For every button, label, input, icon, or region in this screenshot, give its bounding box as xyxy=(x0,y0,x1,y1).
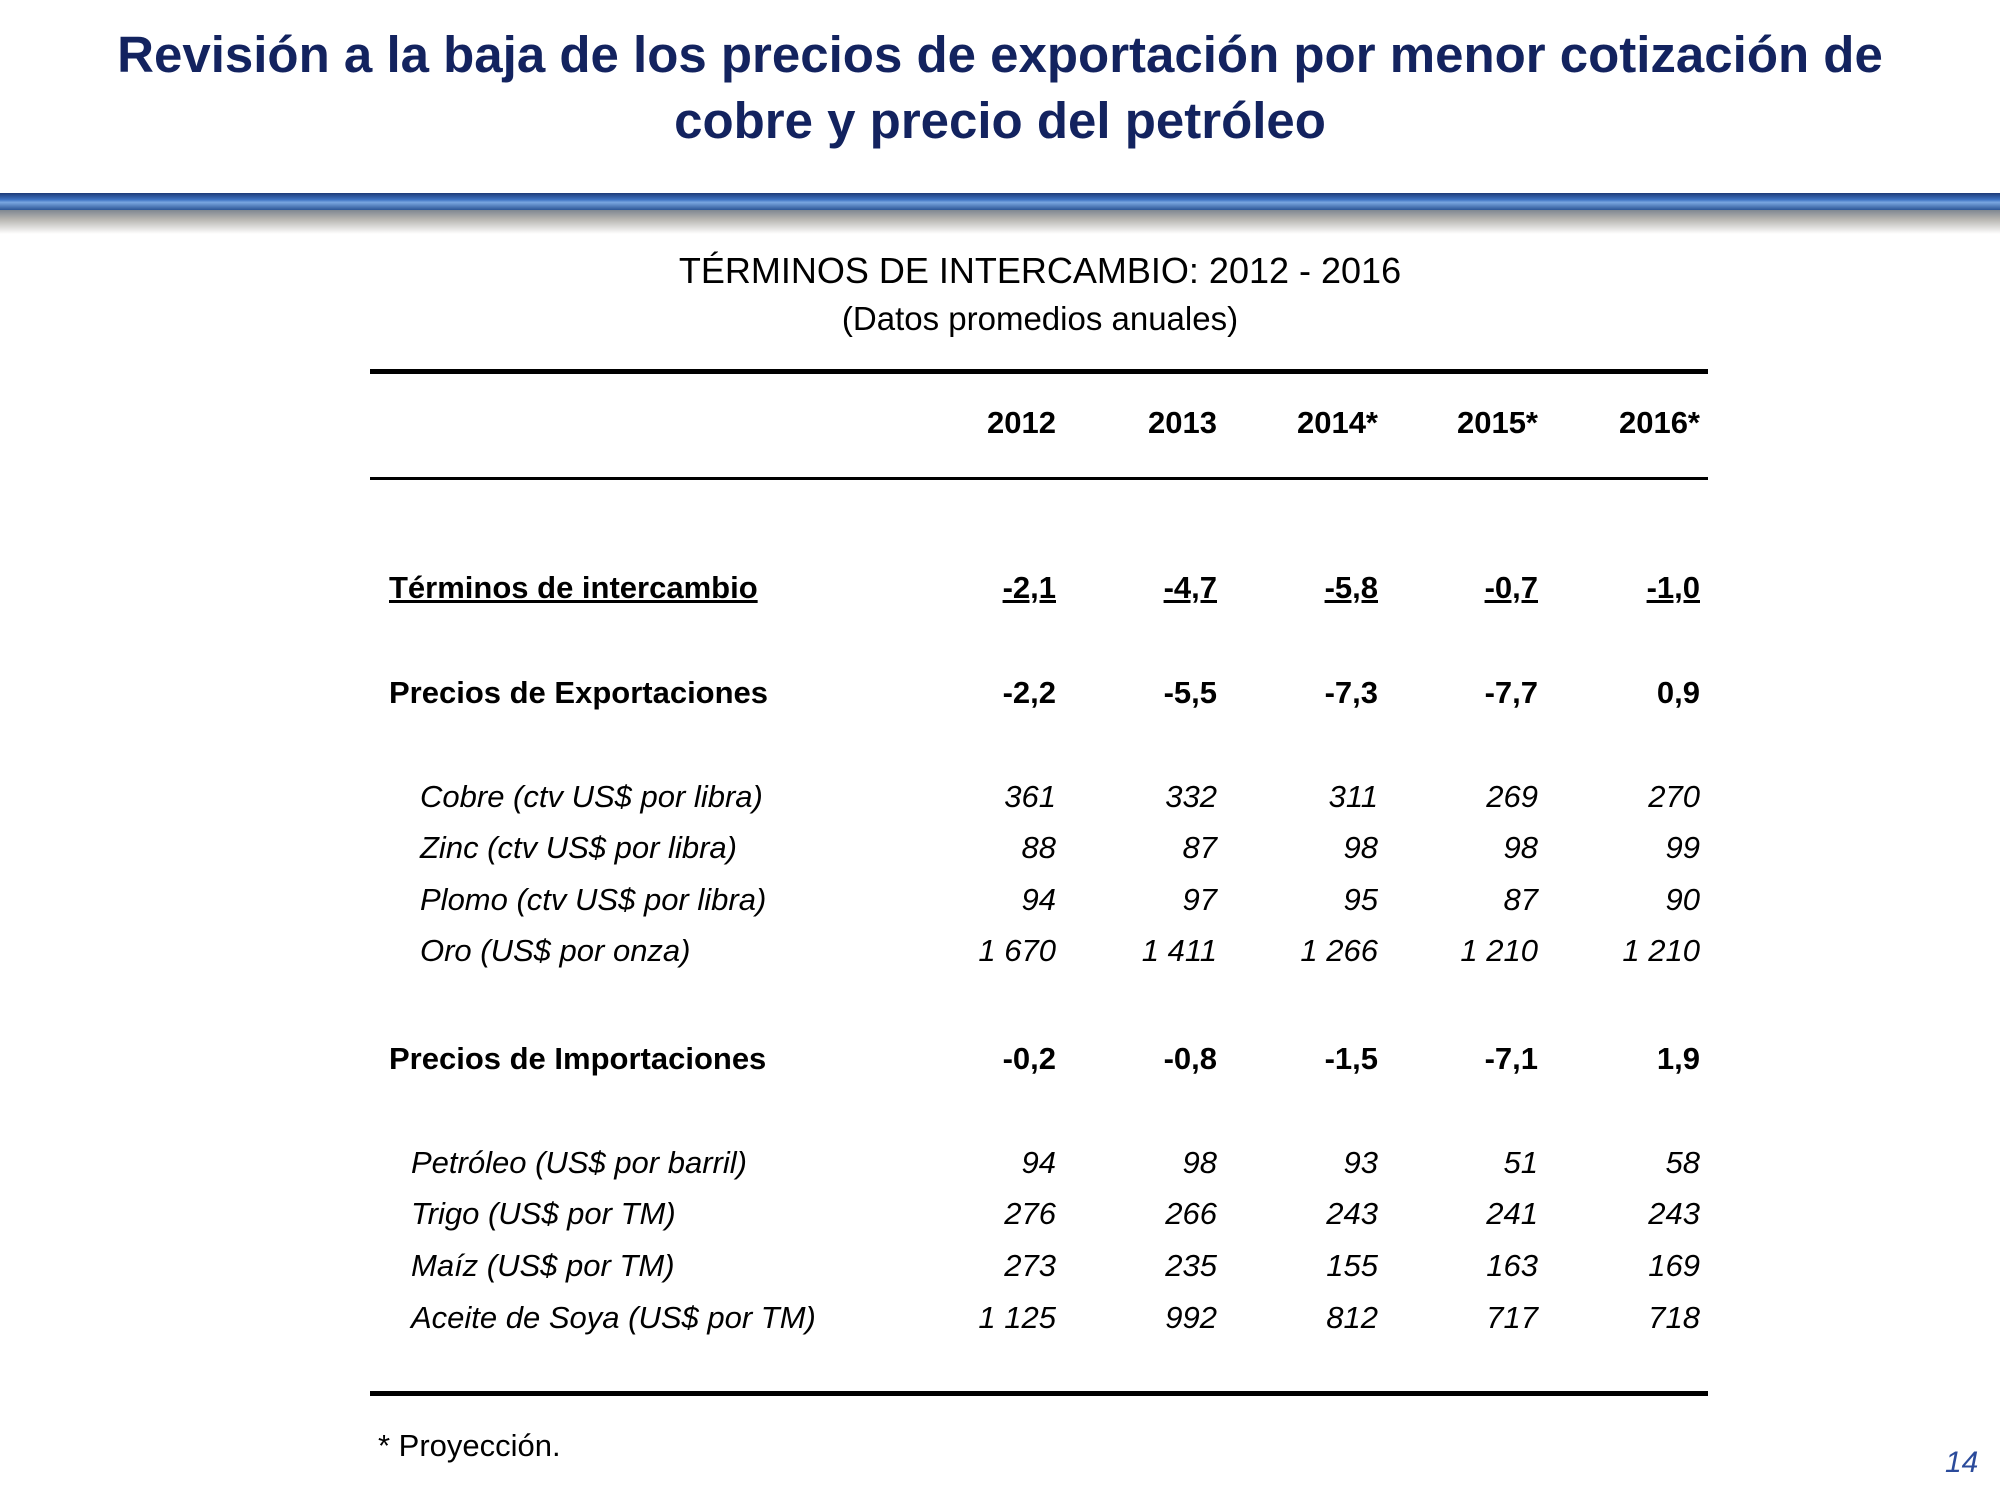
cell-value: 1 210 xyxy=(1460,933,1538,968)
cell-value: 0,9 xyxy=(1656,675,1700,710)
cell-value: 243 xyxy=(1648,1196,1700,1231)
table-row: Cobre (ctv US$ por libra) 361 332 311 269 270 xyxy=(0,777,2000,817)
col-header: 2013 xyxy=(1148,405,1217,440)
table-row: Aceite de Soya (US$ por TM) 1 125 992 812 71… xyxy=(0,1298,2000,1338)
header-row: 2012 2013 2014* 2015* 2016* xyxy=(0,403,2000,443)
cell-value: 163 xyxy=(1486,1248,1538,1283)
table-row: Plomo (ctv US$ por libra) 94 97 95 87 90 xyxy=(0,880,2000,920)
col-header: 2012 xyxy=(987,405,1056,440)
cell-value: 270 xyxy=(1648,779,1700,814)
cell-value: 95 xyxy=(1343,882,1378,917)
cell-value: -5,5 xyxy=(1163,675,1217,710)
cell-value: -7,7 xyxy=(1484,675,1538,710)
cell-value: -2,1 xyxy=(1002,570,1056,605)
slide-title: Revisión a la baja de los precios de exp… xyxy=(0,22,2000,154)
row-label: Oro (US$ por onza) xyxy=(420,933,691,968)
cell-value: 361 xyxy=(1004,779,1056,814)
cell-value: 155 xyxy=(1326,1248,1378,1283)
cell-value: 812 xyxy=(1326,1300,1378,1335)
cell-value: 1 210 xyxy=(1622,933,1700,968)
cell-value: 992 xyxy=(1165,1300,1217,1335)
row-label: Trigo (US$ por TM) xyxy=(411,1196,676,1231)
cell-value: 98 xyxy=(1182,1145,1217,1180)
cell-value: 90 xyxy=(1665,882,1700,917)
row-label: Plomo (ctv US$ por libra) xyxy=(420,882,767,917)
page-number: 14 xyxy=(1945,1446,1979,1479)
col-header: 2015* xyxy=(1456,405,1538,440)
cell-value: 273 xyxy=(1004,1248,1056,1283)
cell-value: -0,8 xyxy=(1163,1041,1217,1076)
cell-value: 87 xyxy=(1182,830,1217,865)
row-label: Cobre (ctv US$ por libra) xyxy=(420,779,763,814)
cell-value: 276 xyxy=(1004,1196,1056,1231)
cell-value: 269 xyxy=(1486,779,1538,814)
cell-value: 94 xyxy=(1021,882,1056,917)
cell-value: 311 xyxy=(1328,779,1378,814)
title-line-1: Revisión a la baja de los precios de exp… xyxy=(117,26,1883,83)
row-label: Precios de Exportaciones xyxy=(389,675,769,710)
header-divider-shadow xyxy=(0,210,2000,234)
cell-value: -5,8 xyxy=(1324,570,1378,605)
cell-value: 243 xyxy=(1326,1196,1378,1231)
cell-value: 58 xyxy=(1665,1145,1700,1180)
table-row: Precios de Importaciones -0,2 -0,8 -1,5 -7,1… xyxy=(0,1039,2000,1079)
header-divider-bar xyxy=(0,193,2000,210)
cell-value: 235 xyxy=(1165,1248,1217,1283)
cell-value: 88 xyxy=(1021,830,1056,865)
cell-value: 1 266 xyxy=(1300,933,1378,968)
cell-value: 1,9 xyxy=(1656,1041,1700,1076)
cell-value: -7,3 xyxy=(1324,675,1378,710)
cell-value: 717 xyxy=(1486,1300,1538,1335)
bottom-rule xyxy=(370,1391,1708,1396)
cell-value: 718 xyxy=(1648,1300,1700,1335)
table-title: TÉRMINOS DE INTERCAMBIO: 2012 - 2016 xyxy=(678,250,1402,291)
table-subtitle: (Datos promedios anuales) xyxy=(841,300,1239,337)
cell-value: 93 xyxy=(1343,1145,1378,1180)
cell-value: 97 xyxy=(1182,882,1217,917)
cell-value: -1,0 xyxy=(1646,570,1700,605)
row-label: Aceite de Soya (US$ por TM) xyxy=(411,1300,816,1335)
table-row: Términos de intercambio -2,1 -4,7 -5,8 -0,7 -… xyxy=(0,568,2000,608)
cell-value: 51 xyxy=(1503,1145,1538,1180)
table-row: Trigo (US$ por TM) 276 266 243 241 243 xyxy=(0,1194,2000,1234)
row-label: Zinc (ctv US$ por libra) xyxy=(420,830,737,865)
cell-value: -0,2 xyxy=(1002,1041,1056,1076)
cell-value: 1 670 xyxy=(978,933,1056,968)
col-header: 2016* xyxy=(1618,405,1700,440)
cell-value: 332 xyxy=(1165,779,1217,814)
table-row: Oro (US$ por onza) 1 670 1 411 1 266 1 210 1 … xyxy=(0,931,2000,971)
cell-value: 94 xyxy=(1021,1145,1056,1180)
table-row: Petróleo (US$ por barril) 94 98 93 51 58 xyxy=(0,1143,2000,1183)
cell-value: 1 125 xyxy=(978,1300,1056,1335)
top-rule xyxy=(370,369,1708,374)
title-line-2: cobre y precio del petróleo xyxy=(674,92,1326,149)
table-row: Maíz (US$ por TM) 273 235 155 163 169 xyxy=(0,1246,2000,1286)
cell-value: -2,2 xyxy=(1002,675,1056,710)
row-label: Petróleo (US$ por barril) xyxy=(411,1145,747,1180)
footnote: * Proyección. xyxy=(378,1428,561,1463)
cell-value: -4,7 xyxy=(1163,570,1217,605)
cell-value: 99 xyxy=(1665,830,1700,865)
table-row: Zinc (ctv US$ por libra) 88 87 98 98 99 xyxy=(0,828,2000,868)
cell-value: 1 411 xyxy=(1141,933,1217,968)
header-rule xyxy=(370,477,1708,480)
row-label: Precios de Importaciones xyxy=(389,1041,767,1076)
row-label: Términos de intercambio xyxy=(389,570,758,605)
cell-value: 266 xyxy=(1165,1196,1217,1231)
cell-value: -0,7 xyxy=(1484,570,1538,605)
col-header: 2014* xyxy=(1296,405,1378,440)
cell-value: 87 xyxy=(1503,882,1538,917)
cell-value: 241 xyxy=(1486,1196,1538,1231)
table-row: Precios de Exportaciones -2,2 -5,5 -7,3 -7,7… xyxy=(0,673,2000,713)
cell-value: 98 xyxy=(1343,830,1378,865)
cell-value: -7,1 xyxy=(1484,1041,1538,1076)
cell-value: 98 xyxy=(1503,830,1538,865)
cell-value: -1,5 xyxy=(1324,1041,1378,1076)
row-label: Maíz (US$ por TM) xyxy=(411,1248,675,1283)
cell-value: 169 xyxy=(1648,1248,1700,1283)
